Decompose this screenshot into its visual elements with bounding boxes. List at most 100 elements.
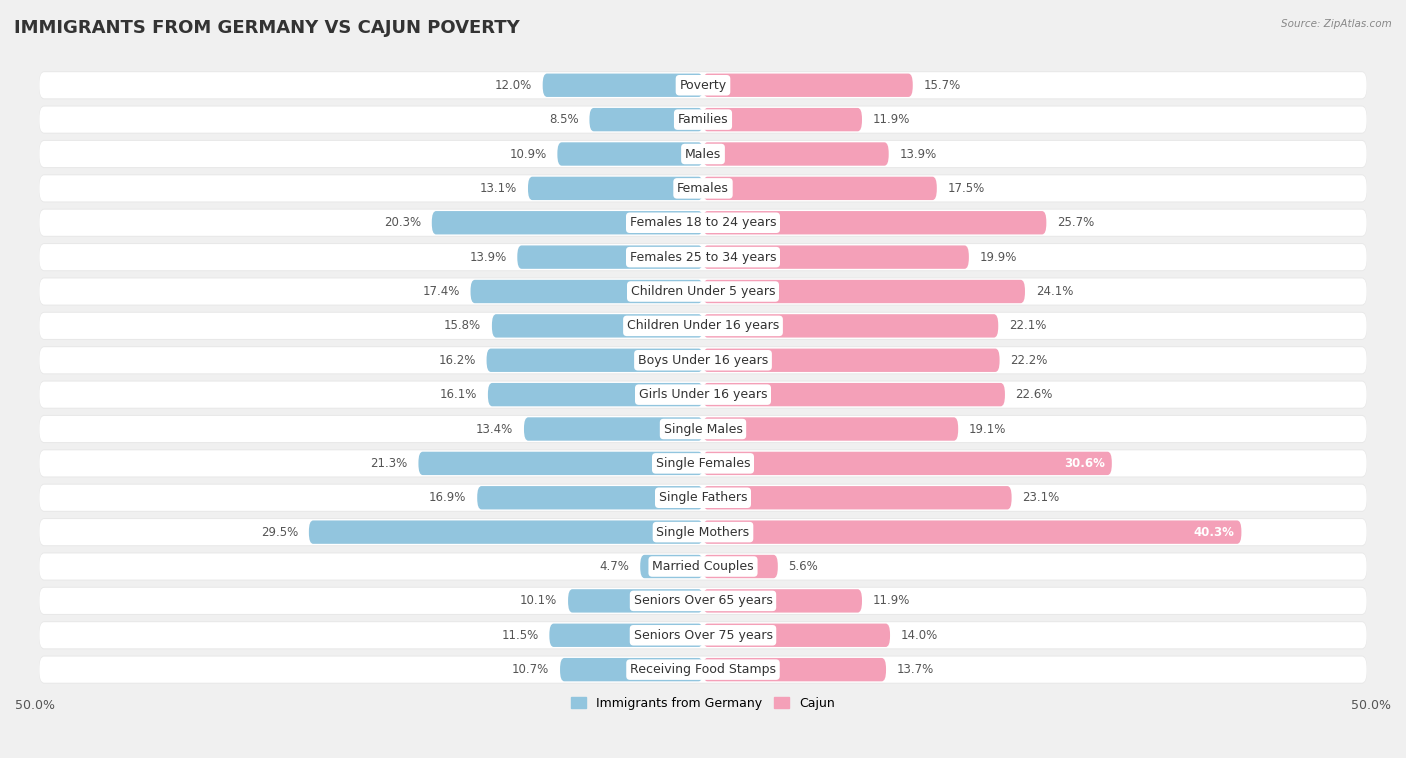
FancyBboxPatch shape	[39, 553, 1367, 580]
FancyBboxPatch shape	[703, 658, 886, 681]
Text: Source: ZipAtlas.com: Source: ZipAtlas.com	[1281, 19, 1392, 29]
Text: 13.1%: 13.1%	[479, 182, 517, 195]
Text: 14.0%: 14.0%	[901, 629, 938, 642]
Text: 12.0%: 12.0%	[495, 79, 531, 92]
FancyBboxPatch shape	[39, 484, 1367, 512]
FancyBboxPatch shape	[703, 521, 1241, 543]
FancyBboxPatch shape	[703, 143, 889, 166]
Legend: Immigrants from Germany, Cajun: Immigrants from Germany, Cajun	[565, 691, 841, 715]
FancyBboxPatch shape	[309, 521, 703, 543]
FancyBboxPatch shape	[39, 141, 1367, 167]
FancyBboxPatch shape	[39, 174, 1367, 202]
Text: 13.9%: 13.9%	[470, 251, 506, 264]
FancyBboxPatch shape	[703, 486, 1011, 509]
FancyBboxPatch shape	[39, 347, 1367, 374]
Text: 4.7%: 4.7%	[599, 560, 630, 573]
Text: 16.2%: 16.2%	[439, 354, 475, 367]
FancyBboxPatch shape	[39, 71, 1367, 99]
Text: 8.5%: 8.5%	[550, 113, 579, 126]
Text: Seniors Over 75 years: Seniors Over 75 years	[634, 629, 772, 642]
FancyBboxPatch shape	[703, 383, 1005, 406]
FancyBboxPatch shape	[39, 656, 1367, 684]
Text: Females 18 to 24 years: Females 18 to 24 years	[630, 216, 776, 229]
Text: 10.7%: 10.7%	[512, 663, 550, 676]
FancyBboxPatch shape	[640, 555, 703, 578]
FancyBboxPatch shape	[39, 105, 1367, 133]
FancyBboxPatch shape	[492, 315, 703, 337]
Text: 23.1%: 23.1%	[1022, 491, 1060, 504]
FancyBboxPatch shape	[703, 349, 1000, 372]
FancyBboxPatch shape	[39, 243, 1367, 271]
FancyBboxPatch shape	[39, 346, 1367, 374]
FancyBboxPatch shape	[517, 246, 703, 269]
FancyBboxPatch shape	[39, 518, 1367, 547]
Text: 19.1%: 19.1%	[969, 422, 1007, 436]
FancyBboxPatch shape	[419, 452, 703, 475]
Text: 22.1%: 22.1%	[1010, 319, 1046, 332]
FancyBboxPatch shape	[550, 624, 703, 647]
Text: 20.3%: 20.3%	[384, 216, 422, 229]
Text: Boys Under 16 years: Boys Under 16 years	[638, 354, 768, 367]
Text: 22.6%: 22.6%	[1015, 388, 1053, 401]
Text: 24.1%: 24.1%	[1036, 285, 1073, 298]
FancyBboxPatch shape	[488, 383, 703, 406]
Text: Children Under 16 years: Children Under 16 years	[627, 319, 779, 332]
FancyBboxPatch shape	[703, 555, 778, 578]
FancyBboxPatch shape	[39, 140, 1367, 168]
Text: Females: Females	[678, 182, 728, 195]
FancyBboxPatch shape	[703, 246, 969, 269]
FancyBboxPatch shape	[39, 621, 1367, 650]
Text: 10.9%: 10.9%	[509, 148, 547, 161]
FancyBboxPatch shape	[39, 381, 1367, 409]
FancyBboxPatch shape	[39, 587, 1367, 615]
FancyBboxPatch shape	[39, 210, 1367, 236]
FancyBboxPatch shape	[39, 450, 1367, 477]
FancyBboxPatch shape	[477, 486, 703, 509]
FancyBboxPatch shape	[703, 74, 912, 97]
FancyBboxPatch shape	[39, 208, 1367, 236]
FancyBboxPatch shape	[568, 589, 703, 612]
FancyBboxPatch shape	[39, 244, 1367, 270]
FancyBboxPatch shape	[39, 415, 1367, 443]
FancyBboxPatch shape	[471, 280, 703, 303]
FancyBboxPatch shape	[39, 312, 1367, 340]
Text: Children Under 5 years: Children Under 5 years	[631, 285, 775, 298]
Text: 19.9%: 19.9%	[980, 251, 1017, 264]
FancyBboxPatch shape	[703, 280, 1025, 303]
Text: 10.1%: 10.1%	[520, 594, 557, 607]
FancyBboxPatch shape	[39, 277, 1367, 305]
FancyBboxPatch shape	[529, 177, 703, 200]
Text: 25.7%: 25.7%	[1057, 216, 1094, 229]
FancyBboxPatch shape	[486, 349, 703, 372]
FancyBboxPatch shape	[39, 484, 1367, 511]
Text: 16.1%: 16.1%	[440, 388, 477, 401]
FancyBboxPatch shape	[589, 108, 703, 131]
FancyBboxPatch shape	[39, 416, 1367, 442]
Text: Single Fathers: Single Fathers	[659, 491, 747, 504]
Text: 15.7%: 15.7%	[924, 79, 960, 92]
Text: 17.4%: 17.4%	[422, 285, 460, 298]
FancyBboxPatch shape	[543, 74, 703, 97]
FancyBboxPatch shape	[703, 452, 1112, 475]
FancyBboxPatch shape	[39, 72, 1367, 99]
Text: 21.3%: 21.3%	[371, 457, 408, 470]
FancyBboxPatch shape	[703, 418, 957, 440]
FancyBboxPatch shape	[39, 449, 1367, 478]
Text: Girls Under 16 years: Girls Under 16 years	[638, 388, 768, 401]
FancyBboxPatch shape	[39, 656, 1367, 683]
Text: 11.9%: 11.9%	[873, 594, 910, 607]
FancyBboxPatch shape	[39, 175, 1367, 202]
Text: Families: Families	[678, 113, 728, 126]
FancyBboxPatch shape	[39, 313, 1367, 339]
FancyBboxPatch shape	[524, 418, 703, 440]
FancyBboxPatch shape	[432, 211, 703, 234]
Text: Females 25 to 34 years: Females 25 to 34 years	[630, 251, 776, 264]
Text: 22.2%: 22.2%	[1011, 354, 1047, 367]
FancyBboxPatch shape	[39, 622, 1367, 648]
Text: 16.9%: 16.9%	[429, 491, 467, 504]
FancyBboxPatch shape	[39, 519, 1367, 545]
Text: Receiving Food Stamps: Receiving Food Stamps	[630, 663, 776, 676]
FancyBboxPatch shape	[39, 107, 1367, 133]
FancyBboxPatch shape	[39, 278, 1367, 305]
FancyBboxPatch shape	[703, 211, 1046, 234]
